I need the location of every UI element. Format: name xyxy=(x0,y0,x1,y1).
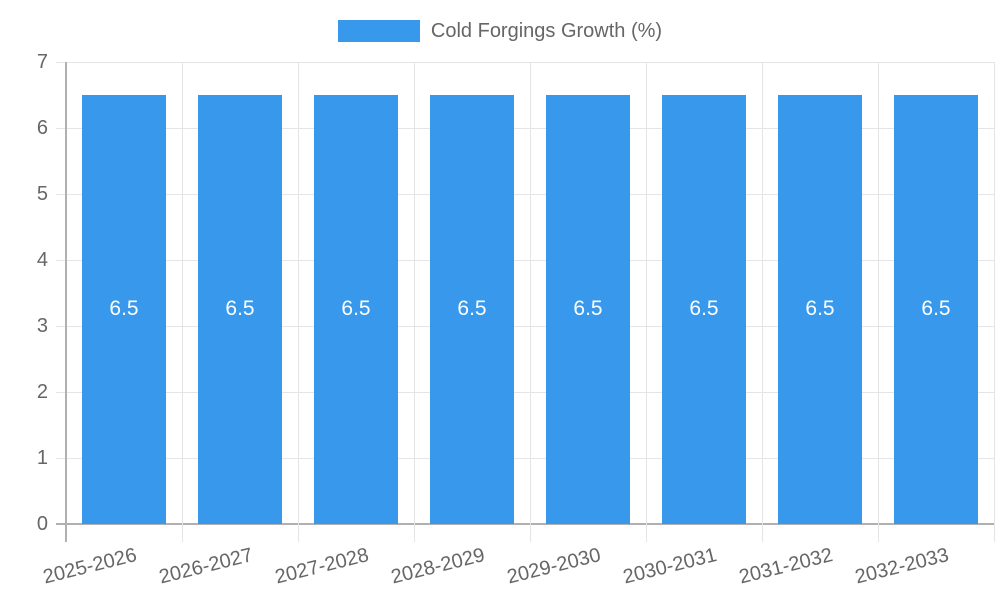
bar[interactable] xyxy=(198,95,282,524)
bar[interactable] xyxy=(82,95,166,524)
gridline-horizontal xyxy=(56,128,994,129)
gridline-vertical xyxy=(762,62,763,542)
y-tick-label: 5 xyxy=(36,183,48,205)
bar[interactable] xyxy=(314,95,398,524)
x-tick-label: 2029-2030 xyxy=(505,544,604,589)
y-tick-label: 6 xyxy=(36,117,48,139)
gridline-horizontal xyxy=(56,260,994,261)
bar-value-label: 6.5 xyxy=(457,296,487,320)
bar-value-label: 6.5 xyxy=(921,296,951,320)
chart-legend[interactable]: Cold Forgings Growth (%) xyxy=(0,20,1000,42)
bar-value-label: 6.5 xyxy=(109,296,139,320)
x-tick-label: 2032-2033 xyxy=(853,544,952,589)
gridline-vertical xyxy=(414,62,415,542)
x-tick-label: 2028-2029 xyxy=(389,544,488,589)
bar-value-label: 6.5 xyxy=(341,296,371,320)
bar[interactable] xyxy=(662,95,746,524)
gridline-vertical xyxy=(878,62,879,542)
y-tick-label: 0 xyxy=(36,513,48,535)
bar[interactable] xyxy=(894,95,978,524)
gridline-horizontal xyxy=(56,392,994,393)
y-tick-label: 2 xyxy=(36,381,48,403)
legend-label: Cold Forgings Growth (%) xyxy=(430,20,663,42)
gridline-horizontal xyxy=(56,326,994,327)
bar-value-label: 6.5 xyxy=(689,296,719,320)
x-tick-label: 2025-2026 xyxy=(41,544,140,589)
bar[interactable] xyxy=(546,95,630,524)
x-tick-label: 2030-2031 xyxy=(621,544,720,589)
bar-value-label: 6.5 xyxy=(573,296,603,320)
gridline-horizontal xyxy=(56,194,994,195)
bar[interactable] xyxy=(778,95,862,524)
legend-swatch xyxy=(337,20,420,42)
bar-value-label: 6.5 xyxy=(805,296,835,320)
x-tick-label: 2026-2027 xyxy=(157,544,256,589)
bar[interactable] xyxy=(430,95,514,524)
gridline-vertical xyxy=(646,62,647,542)
gridline-vertical xyxy=(530,62,531,542)
gridline-horizontal xyxy=(56,62,994,63)
x-axis-line xyxy=(56,523,994,525)
y-tick-label: 7 xyxy=(36,51,48,73)
gridline-vertical xyxy=(298,62,299,542)
y-tick-label: 3 xyxy=(36,315,48,337)
gridline-horizontal xyxy=(56,458,994,459)
bar-value-label: 6.5 xyxy=(225,296,255,320)
gridline-vertical xyxy=(182,62,183,542)
x-tick-label: 2027-2028 xyxy=(273,544,372,589)
gridline-vertical xyxy=(994,62,995,542)
y-tick-label: 1 xyxy=(36,447,48,469)
x-tick-label: 2031-2032 xyxy=(737,544,836,589)
y-axis-line xyxy=(65,62,67,542)
y-tick-label: 4 xyxy=(36,249,48,271)
